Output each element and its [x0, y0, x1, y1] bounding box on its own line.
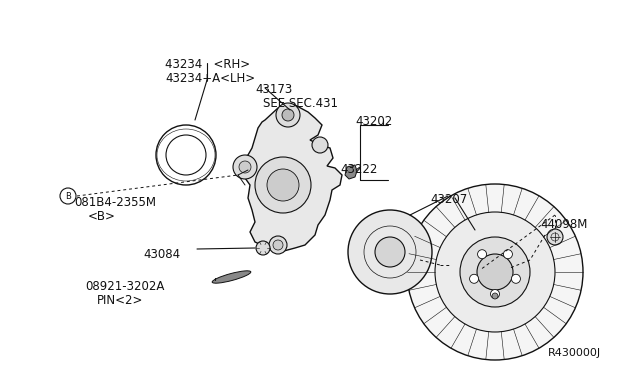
Circle shape: [256, 241, 270, 255]
Circle shape: [492, 293, 498, 299]
Circle shape: [504, 250, 513, 259]
Text: 08921-3202A: 08921-3202A: [85, 280, 164, 293]
Text: B: B: [65, 192, 71, 201]
Circle shape: [267, 169, 299, 201]
Circle shape: [233, 155, 257, 179]
Text: 43222: 43222: [340, 163, 378, 176]
Circle shape: [255, 157, 311, 213]
Polygon shape: [238, 105, 342, 252]
Text: 43084: 43084: [143, 248, 180, 261]
Circle shape: [422, 257, 429, 263]
Circle shape: [348, 210, 432, 294]
Text: SEE SEC.431: SEE SEC.431: [263, 97, 338, 110]
Circle shape: [276, 103, 300, 127]
Polygon shape: [345, 165, 357, 179]
Text: 43173: 43173: [255, 83, 292, 96]
Circle shape: [547, 229, 563, 245]
Circle shape: [407, 184, 583, 360]
Circle shape: [282, 109, 294, 121]
Circle shape: [477, 250, 486, 259]
Bar: [366, 238, 414, 266]
Text: 43234   <RH>: 43234 <RH>: [165, 58, 250, 71]
Ellipse shape: [212, 271, 251, 283]
Circle shape: [269, 236, 287, 254]
Text: <B>: <B>: [88, 210, 116, 223]
Text: 43234+A<LH>: 43234+A<LH>: [165, 72, 255, 85]
Circle shape: [312, 137, 328, 153]
Circle shape: [239, 161, 251, 173]
Text: 44098M: 44098M: [540, 218, 588, 231]
Text: PIN<2>: PIN<2>: [97, 294, 143, 307]
Text: 43202: 43202: [355, 115, 392, 128]
Circle shape: [375, 237, 405, 267]
Circle shape: [351, 241, 358, 247]
Circle shape: [477, 254, 513, 290]
Circle shape: [435, 212, 555, 332]
Text: R430000J: R430000J: [548, 348, 601, 358]
Circle shape: [351, 257, 358, 263]
Circle shape: [422, 241, 429, 247]
Text: 43207: 43207: [430, 193, 467, 206]
Circle shape: [490, 289, 499, 298]
Circle shape: [470, 274, 479, 283]
Circle shape: [511, 274, 520, 283]
Circle shape: [460, 237, 530, 307]
Text: 081B4-2355M: 081B4-2355M: [74, 196, 156, 209]
Circle shape: [273, 240, 283, 250]
